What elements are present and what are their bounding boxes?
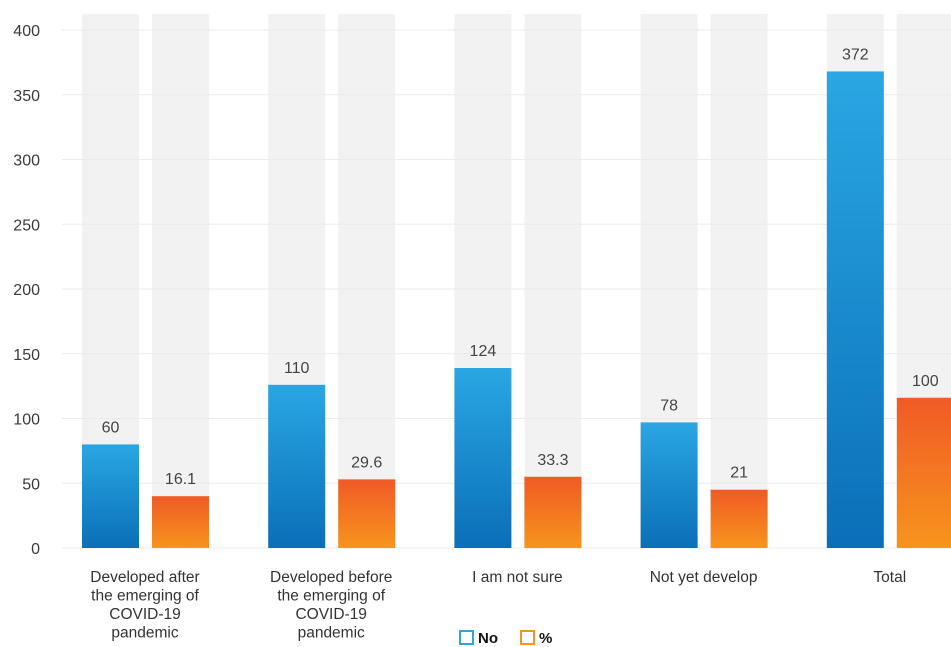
data-label: 16.1 [165,471,196,488]
y-tick-label: 100 [13,412,40,429]
bar-no [268,384,326,548]
bar-percent [152,496,209,548]
y-tick-label: 400 [13,23,40,40]
category-label: Not yet develop [650,569,758,586]
bar-percent [896,397,951,548]
legend-swatch [520,630,535,645]
background-band [338,14,396,548]
legend-label: % [539,630,552,647]
data-label: 60 [102,419,120,436]
data-label: 110 [284,360,310,377]
category-label: I am not sure [472,569,562,586]
data-label: 29.6 [351,454,382,471]
bar-percent [338,479,396,548]
legend-item-percent: % [520,630,552,647]
data-label: 33.3 [537,452,568,469]
background-bands [82,14,951,548]
bar-percent [524,476,582,548]
bar-no [82,444,139,548]
data-label: 78 [660,397,678,414]
y-tick-label: 200 [13,282,40,299]
bar-percent [710,489,768,548]
category-label: Developed after the emerging of COVID-19 pa… [90,569,199,642]
bar-no [640,422,698,548]
y-axis: 0 50 100 150 200 250 300 350 400 [13,23,40,558]
data-label: 372 [842,46,869,63]
legend-swatch [459,630,474,645]
x-axis: Developed after the emerging of COVID-19 pa… [90,569,906,642]
data-label: 21 [730,465,748,482]
background-band [524,14,582,548]
y-tick-label: 350 [13,88,40,105]
category-label: Total [873,569,906,586]
data-labels: 60 110 124 78 372 16.1 29.6 33.3 21 100 [102,46,939,488]
background-band [152,14,209,548]
data-label: 100 [912,373,939,390]
legend-item-no: No [459,630,498,647]
bars [82,71,951,548]
legend: No% [459,630,552,647]
bar-no [454,367,512,548]
category-label: Developed before the emerging of COVID-19 p… [270,569,392,642]
y-tick-label: 50 [22,476,40,493]
y-tick-label: 0 [31,541,40,558]
background-band [710,14,768,548]
data-label: 124 [470,343,497,360]
y-tick-label: 250 [13,217,40,234]
y-tick-label: 300 [13,153,40,170]
legend-label: No [478,630,498,647]
y-tick-label: 150 [13,347,40,364]
bar-no [826,71,884,548]
